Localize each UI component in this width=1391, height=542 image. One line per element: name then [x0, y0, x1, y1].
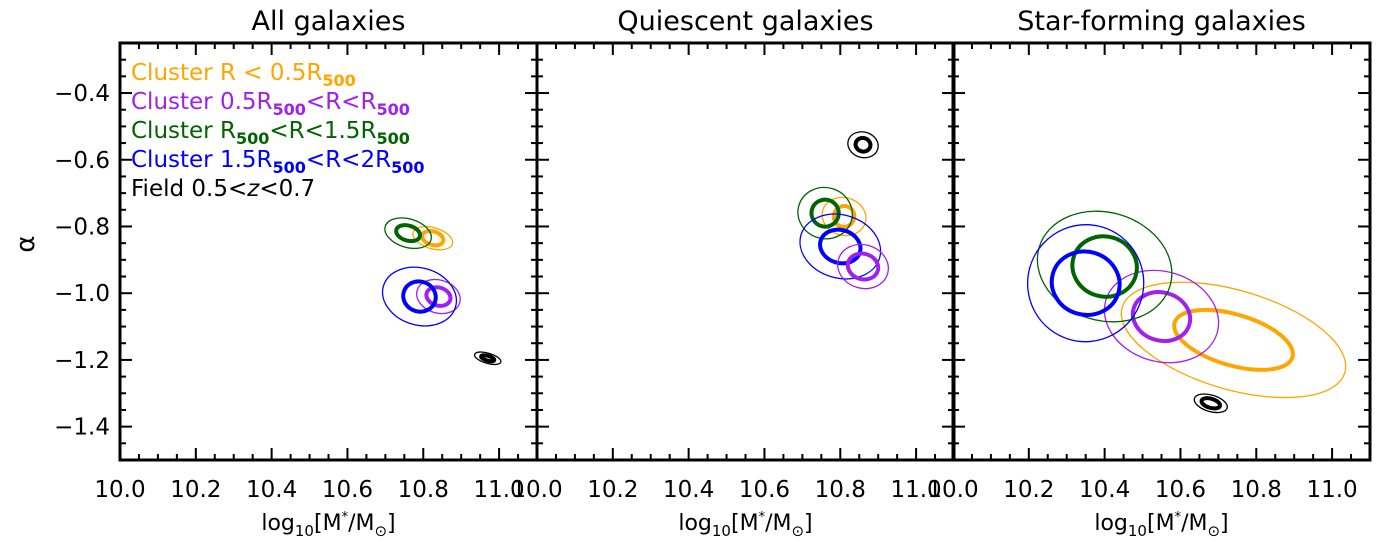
contour-group: [1026, 210, 1347, 414]
contour-inner-c1_15: [1070, 234, 1139, 299]
legend-entry-c15_2: Cluster 1.5R500<R<2R500: [131, 147, 424, 177]
x-tick-label: 10.4: [663, 477, 714, 503]
x-axis-label: log10[M*/M⊙]: [261, 510, 395, 540]
y-tick-label: −1.4: [54, 415, 110, 441]
contour-outer-c15_2: [799, 213, 882, 280]
legend-entry-c05_1: Cluster 0.5R500<R<R500: [131, 89, 410, 119]
panel-3: Star-forming galaxies 10.0 10.2 10.4 10.6 10.…: [927, 6, 1372, 540]
panel-title: Star-forming galaxies: [1017, 6, 1306, 37]
y-tick-label: −1.0: [54, 281, 110, 307]
contour-outer-c15_2: [1026, 224, 1145, 343]
contour-outer-field: [1193, 393, 1228, 414]
contour-inner-c05_1: [424, 285, 453, 308]
x-tick-label: 11.0: [890, 477, 941, 503]
x-tick-label: 10.6: [739, 477, 790, 503]
x-axis-label: log10[M*/M⊙]: [678, 510, 812, 540]
contour-inner-c15_2: [818, 227, 863, 266]
x-tick-label: 11.0: [1306, 477, 1357, 503]
x-tick-label: 10.8: [398, 477, 449, 503]
x-tick-label: 10.6: [1155, 477, 1206, 503]
y-tick-label: −0.8: [54, 214, 110, 240]
contour-outer-c05_1: [837, 243, 889, 290]
contour-outer-c05_1: [416, 278, 461, 315]
x-tick-label: 10.0: [511, 477, 562, 503]
y-tick-label: −0.4: [54, 81, 110, 107]
x-tick-label: 10.8: [1231, 477, 1282, 503]
contour-inner-field: [853, 135, 873, 154]
contour-outer-field: [847, 131, 879, 159]
contour-inner-c15_2: [401, 279, 438, 314]
contour-inner-c05: [1172, 307, 1295, 372]
contour-outer-c1_15: [797, 186, 853, 240]
contour-outer-c05: [1120, 281, 1347, 399]
contour-outer-c15_2: [381, 266, 458, 327]
y-tick-label: −1.2: [54, 348, 110, 374]
contour-outer-c05: [821, 196, 867, 237]
panel-2: Quiescent galaxies 10.0 10.2 10.4 10.6 10.8 11…: [511, 6, 956, 540]
legend-entry-c05: Cluster R < 0.5R500: [131, 60, 356, 90]
contour-inner-c05_1: [845, 251, 881, 282]
plot-frame: [535, 41, 956, 462]
x-axis-label: log10[M*/M⊙]: [1094, 510, 1228, 540]
x-tick-label: 10.2: [1003, 477, 1054, 503]
contour-outer-c1_15: [384, 217, 433, 250]
contour-inner-c05: [831, 203, 857, 229]
contour-inner-c1_15: [394, 223, 423, 244]
contour-outer-field: [473, 351, 502, 366]
contour-inner-field: [479, 353, 497, 364]
plot-frame: [951, 41, 1372, 462]
x-tick-label: 10.0: [927, 477, 978, 503]
contour-inner-field: [1199, 396, 1223, 411]
contour-inner-c05_1: [1130, 290, 1193, 344]
panel-title: Quiescent galaxies: [617, 6, 873, 37]
contour-inner-c1_15: [809, 197, 841, 229]
legend-entry-c1_15: Cluster R500<R<1.5R500: [131, 118, 410, 148]
x-tick-label: 10.4: [246, 477, 297, 503]
contour-group: [381, 217, 502, 366]
x-tick-label: 10.2: [170, 477, 221, 503]
y-tick-label: −0.6: [54, 148, 110, 174]
x-tick-label: 11.0: [473, 477, 524, 503]
y-axis-label: α: [11, 235, 41, 252]
contour-outer-c05: [412, 225, 454, 251]
x-tick-label: 10.6: [322, 477, 373, 503]
panel-1: All galaxies 10.0 10.2 10.4 10.6 10.8 11.0 −0.4…: [54, 6, 539, 540]
panel-title: All galaxies: [252, 6, 406, 37]
x-tick-label: 10.2: [587, 477, 638, 503]
contour-group: [797, 131, 889, 290]
contour-outer-c05_1: [1103, 269, 1220, 364]
legend-entry-field: Field 0.5<z<0.7: [131, 176, 315, 202]
contour-inner-c15_2: [1049, 249, 1122, 317]
contour-inner-c05: [420, 228, 446, 248]
x-tick-label: 10.4: [1079, 477, 1130, 503]
x-tick-label: 10.0: [94, 477, 145, 503]
x-tick-label: 10.8: [815, 477, 866, 503]
